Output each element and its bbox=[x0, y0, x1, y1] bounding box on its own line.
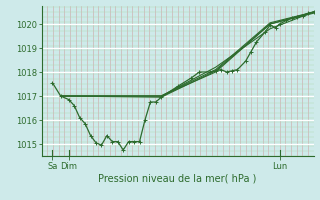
X-axis label: Pression niveau de la mer( hPa ): Pression niveau de la mer( hPa ) bbox=[99, 173, 257, 183]
